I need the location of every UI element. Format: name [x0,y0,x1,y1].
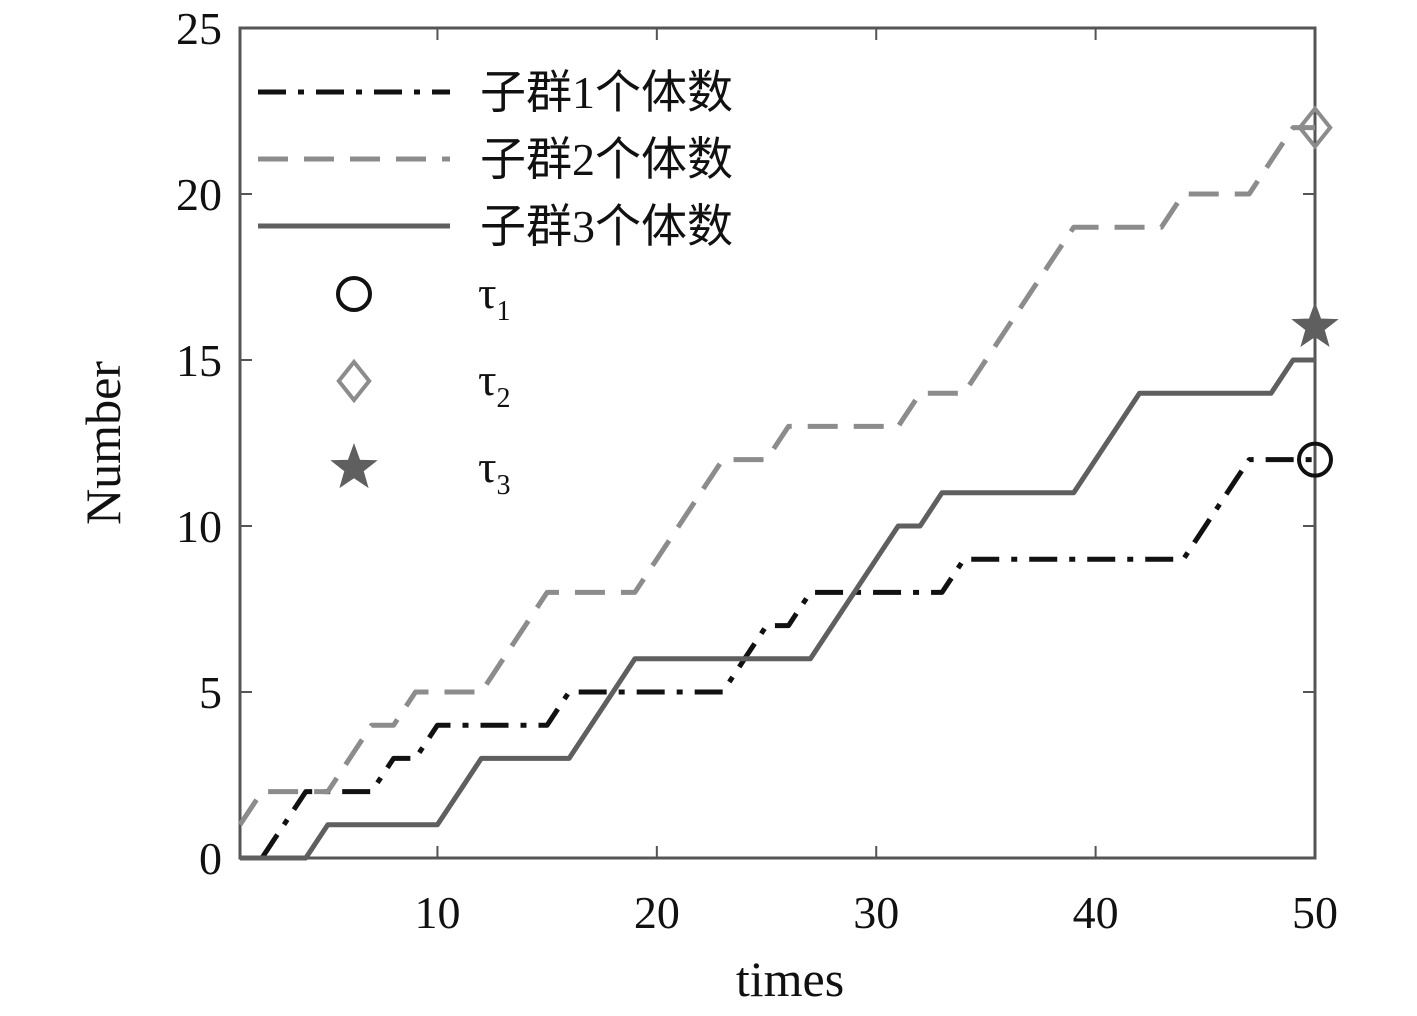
y-tick-label: 20 [176,169,222,220]
plot-area: 0 5 10 15 20 25 10 20 30 40 50 [176,3,1339,938]
legend-marker-5 [336,358,372,404]
y-tick-label: 10 [176,501,222,552]
y-tick-label: 0 [199,833,222,884]
series-line-3 [240,357,1315,861]
legend-label: τ1 [478,267,511,327]
legend-label: 子群1个体数 [480,67,733,118]
tau-marker-3 [1291,301,1339,347]
y-tick-label: 15 [176,335,222,386]
x-tick-label: 30 [853,887,899,938]
marker-layer [1291,105,1339,478]
x-tick-label: 40 [1073,887,1119,938]
series-line-1 [259,457,1315,860]
x-tick-label: 20 [634,887,680,938]
legend-label: 子群3个体数 [480,201,733,252]
y-axis-label: Number [75,361,131,525]
series-line-2 [237,125,1315,827]
tau-marker-2 [1297,105,1333,150]
y-tick-label: 25 [176,3,222,54]
legend-label: 子群2个体数 [480,134,733,185]
legend-label: τ2 [478,354,511,414]
y-tick-label: 5 [199,667,222,718]
legend-marker-6 [330,443,378,489]
series-layer [237,125,1315,861]
legend-label: τ3 [478,441,511,501]
y-axis-ticks: 0 5 10 15 20 25 [176,3,1315,884]
x-axis-ticks: 10 20 30 40 50 [414,28,1338,938]
tau-marker-1 [1297,441,1333,478]
x-axis-label: times [736,951,844,1007]
x-tick-label: 10 [414,887,460,938]
x-tick-label: 50 [1292,887,1338,938]
legend-marker-4 [336,276,372,312]
